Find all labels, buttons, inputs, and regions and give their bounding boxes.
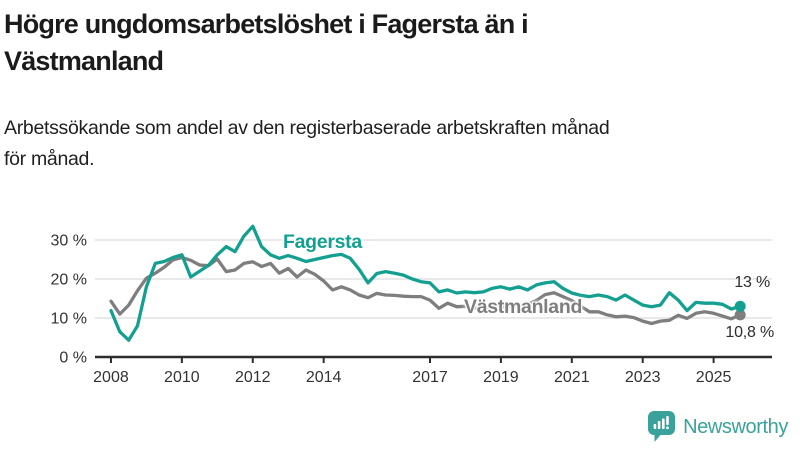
end-dot-fagersta	[734, 300, 746, 312]
series-label-fagersta: Fagersta	[283, 231, 362, 253]
x-tick-label: 2010	[164, 369, 200, 386]
line-fagersta	[109, 224, 742, 342]
x-tick-label: 2014	[306, 369, 342, 386]
page-title: Högre ungdomsarbetslöshet i Fagersta än …	[4, 6, 724, 80]
chart-area: 0 % 10 % 20 % 30 % 2008 2010 2012 2014 2017 2019 2…	[0, 210, 800, 400]
y-tick-label: 20 %	[51, 272, 87, 289]
subtitle-line-1: Arbetssökande som andel av den registerb…	[4, 117, 610, 139]
end-value-vastmanland: 10,8 %	[725, 324, 774, 341]
newsworthy-logo: Newsworthy	[648, 411, 788, 443]
brand-name: Newsworthy	[683, 415, 788, 438]
chart-svg: 0 % 10 % 20 % 30 % 2008 2010 2012 2014 2017 2019 2…	[51, 224, 772, 386]
title-line-1: Högre ungdomsarbetslöshet i Fagersta än …	[4, 9, 529, 39]
y-tick-label: 10 %	[51, 311, 87, 328]
title-line-2: Västmanland	[4, 46, 164, 76]
x-tick-label: 2025	[696, 369, 732, 386]
end-value-fagersta: 13 %	[734, 274, 770, 291]
y-tick-label: 0 %	[59, 350, 87, 367]
bar-chart-speech-bubble-icon	[648, 411, 676, 442]
x-tick-label: 2012	[235, 369, 271, 386]
y-tick-label: 30 %	[51, 233, 87, 250]
x-tick-label: 2008	[93, 369, 129, 386]
end-dot-västmanland	[734, 309, 746, 321]
x-tick-label: 2019	[483, 369, 519, 386]
x-tick-label: 2017	[412, 369, 448, 386]
line-västmanland	[109, 255, 742, 326]
series-label-vastmanland: Västmanland	[464, 296, 583, 318]
x-tick-label: 2021	[554, 369, 590, 386]
chart-subtitle: Arbetssökande som andel av den registerb…	[4, 113, 784, 175]
x-tick-label: 2023	[625, 369, 661, 386]
subtitle-line-2: för månad.	[4, 148, 95, 170]
